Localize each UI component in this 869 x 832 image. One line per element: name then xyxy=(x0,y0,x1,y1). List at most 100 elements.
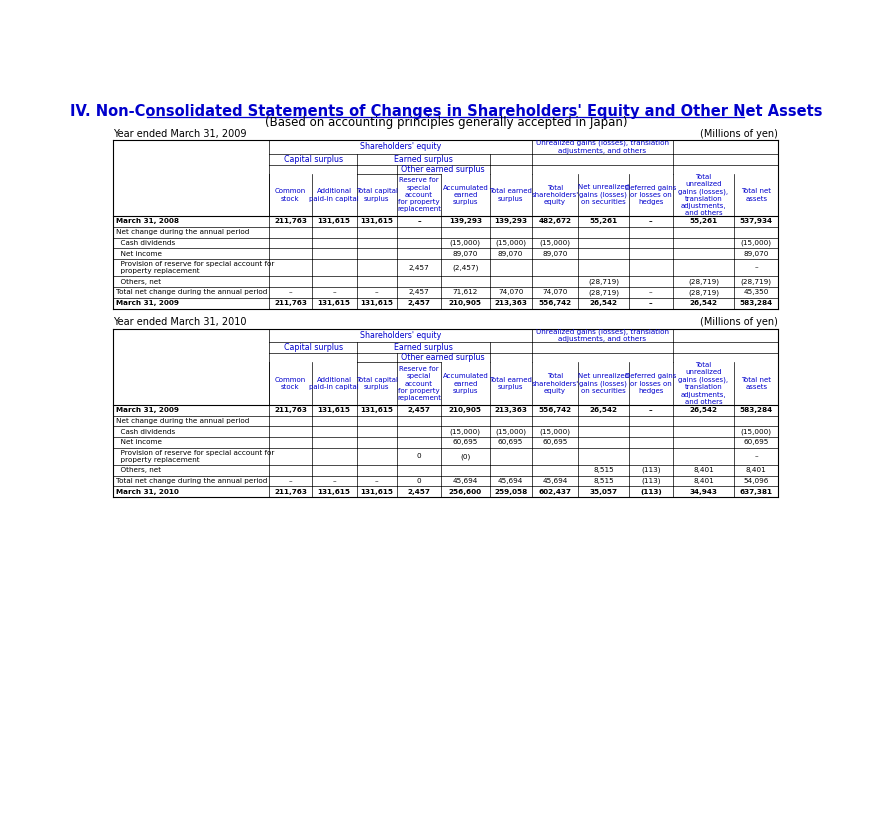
Text: (0): (0) xyxy=(460,453,470,459)
Text: (Based on accounting principles generally accepted in Japan): (Based on accounting principles generall… xyxy=(264,116,627,129)
Text: 26,542: 26,542 xyxy=(689,407,717,414)
Text: March 31, 2008: March 31, 2008 xyxy=(116,219,179,225)
Text: 45,694: 45,694 xyxy=(541,478,567,484)
Text: 45,694: 45,694 xyxy=(497,478,523,484)
Text: 0: 0 xyxy=(416,453,421,459)
Text: (15,000): (15,000) xyxy=(494,428,526,435)
Text: Other earned surplus: Other earned surplus xyxy=(401,354,485,362)
Text: Total earned
surplus: Total earned surplus xyxy=(488,188,532,201)
Text: Net change during the annual period: Net change during the annual period xyxy=(116,230,249,235)
Text: 54,096: 54,096 xyxy=(743,478,768,484)
Text: 74,070: 74,070 xyxy=(497,290,523,295)
Text: (113): (113) xyxy=(640,467,660,473)
Text: Reserve for
special
account
for property
replacement: Reserve for special account for property… xyxy=(396,177,441,212)
Text: Total
shareholders'
equity: Total shareholders' equity xyxy=(531,374,578,394)
Text: Total capital
surplus: Total capital surplus xyxy=(355,188,397,201)
Text: 211,763: 211,763 xyxy=(274,300,307,306)
Text: 602,437: 602,437 xyxy=(538,488,571,495)
Text: Cash dividends: Cash dividends xyxy=(116,240,176,246)
Text: 89,070: 89,070 xyxy=(541,250,567,257)
Text: 55,261: 55,261 xyxy=(688,219,717,225)
Text: –: – xyxy=(375,290,378,295)
Text: Earned surplus: Earned surplus xyxy=(394,344,452,352)
Text: Accumulated
earned
surplus: Accumulated earned surplus xyxy=(442,185,488,206)
Text: –: – xyxy=(332,290,335,295)
Text: 2,457: 2,457 xyxy=(407,407,430,414)
Text: 8,515: 8,515 xyxy=(593,478,614,484)
Text: Year ended March 31, 2010: Year ended March 31, 2010 xyxy=(113,317,247,327)
Text: March 31, 2009: March 31, 2009 xyxy=(116,300,179,306)
Text: Total net
assets: Total net assets xyxy=(740,377,770,390)
Text: Total
shareholders'
equity: Total shareholders' equity xyxy=(531,185,578,206)
Text: 131,615: 131,615 xyxy=(317,300,350,306)
Text: March 31, 2010: March 31, 2010 xyxy=(116,488,179,495)
Text: Capital surplus: Capital surplus xyxy=(283,344,342,352)
Text: 131,615: 131,615 xyxy=(360,407,393,414)
Text: Total
unrealized
gains (losses),
translation
adjustments,
and others: Total unrealized gains (losses), transla… xyxy=(678,174,727,216)
Text: Capital surplus: Capital surplus xyxy=(283,155,342,164)
Text: 2,457: 2,457 xyxy=(407,488,430,495)
Text: 89,070: 89,070 xyxy=(452,250,477,257)
Text: Unrealized gains (losses), translation
adjustments, and others: Unrealized gains (losses), translation a… xyxy=(535,140,668,154)
Text: 8,401: 8,401 xyxy=(693,468,713,473)
Text: 211,763: 211,763 xyxy=(274,488,307,495)
Text: 8,515: 8,515 xyxy=(593,468,614,473)
Text: (113): (113) xyxy=(640,478,660,484)
Text: (15,000): (15,000) xyxy=(740,240,771,246)
Text: Net income: Net income xyxy=(116,250,163,257)
Text: Others, net: Others, net xyxy=(116,279,162,285)
Text: 60,695: 60,695 xyxy=(541,439,567,445)
Text: 45,694: 45,694 xyxy=(452,478,477,484)
Text: 60,695: 60,695 xyxy=(452,439,477,445)
Text: 26,542: 26,542 xyxy=(588,407,617,414)
Text: 139,293: 139,293 xyxy=(494,219,527,225)
Text: 35,057: 35,057 xyxy=(588,488,617,495)
Text: Reserve for
special
account
for property
replacement: Reserve for special account for property… xyxy=(396,366,441,401)
Text: Deferred gains
or losses on
hedges: Deferred gains or losses on hedges xyxy=(625,185,676,206)
Text: Net unrealized
gains (losses)
on securities: Net unrealized gains (losses) on securit… xyxy=(577,373,628,394)
Text: 0: 0 xyxy=(416,478,421,484)
Text: Net income: Net income xyxy=(116,439,163,445)
Text: (Millions of yen): (Millions of yen) xyxy=(700,317,778,327)
Text: 537,934: 537,934 xyxy=(739,219,772,225)
Text: 131,615: 131,615 xyxy=(360,488,393,495)
Text: Common
stock: Common stock xyxy=(275,377,306,390)
Text: Shareholders' equity: Shareholders' equity xyxy=(360,142,441,151)
Text: (Millions of yen): (Millions of yen) xyxy=(700,129,778,139)
Text: –: – xyxy=(753,265,757,270)
Text: Unrealized gains (losses), translation
adjustments, and others: Unrealized gains (losses), translation a… xyxy=(535,329,668,343)
Text: 60,695: 60,695 xyxy=(497,439,523,445)
Text: 74,070: 74,070 xyxy=(541,290,567,295)
Text: Total capital
surplus: Total capital surplus xyxy=(355,377,397,390)
Text: 583,284: 583,284 xyxy=(739,300,772,306)
Text: –: – xyxy=(648,219,652,225)
Text: Others, net: Others, net xyxy=(116,468,162,473)
Text: 211,763: 211,763 xyxy=(274,407,307,414)
Text: 131,615: 131,615 xyxy=(317,219,350,225)
Text: 213,363: 213,363 xyxy=(494,407,527,414)
Text: 211,763: 211,763 xyxy=(274,219,307,225)
Text: (15,000): (15,000) xyxy=(449,240,481,246)
Text: (15,000): (15,000) xyxy=(539,240,570,246)
Text: IV. Non-Consolidated Statements of Changes in Shareholders' Equity and Other Net: IV. Non-Consolidated Statements of Chang… xyxy=(70,104,821,119)
Text: 89,070: 89,070 xyxy=(743,250,768,257)
Text: 26,542: 26,542 xyxy=(588,300,617,306)
Text: –: – xyxy=(289,290,292,295)
Text: (15,000): (15,000) xyxy=(740,428,771,435)
Text: –: – xyxy=(289,478,292,484)
Text: 210,905: 210,905 xyxy=(448,407,481,414)
Text: 210,905: 210,905 xyxy=(448,300,481,306)
Text: –: – xyxy=(648,290,652,295)
Text: 2,457: 2,457 xyxy=(408,265,429,270)
Text: 256,600: 256,600 xyxy=(448,488,481,495)
Text: 583,284: 583,284 xyxy=(739,407,772,414)
Text: Total earned
surplus: Total earned surplus xyxy=(488,377,532,390)
Text: Total
unrealized
gains (losses),
translation
adjustments,
and others: Total unrealized gains (losses), transla… xyxy=(678,362,727,405)
Text: Earned surplus: Earned surplus xyxy=(394,155,452,164)
Text: Total net change during the annual period: Total net change during the annual perio… xyxy=(116,290,268,295)
Text: 55,261: 55,261 xyxy=(588,219,617,225)
Text: –: – xyxy=(648,407,652,414)
Text: (28,719): (28,719) xyxy=(587,289,618,295)
Text: –: – xyxy=(417,219,421,225)
Text: Common
stock: Common stock xyxy=(275,188,306,201)
